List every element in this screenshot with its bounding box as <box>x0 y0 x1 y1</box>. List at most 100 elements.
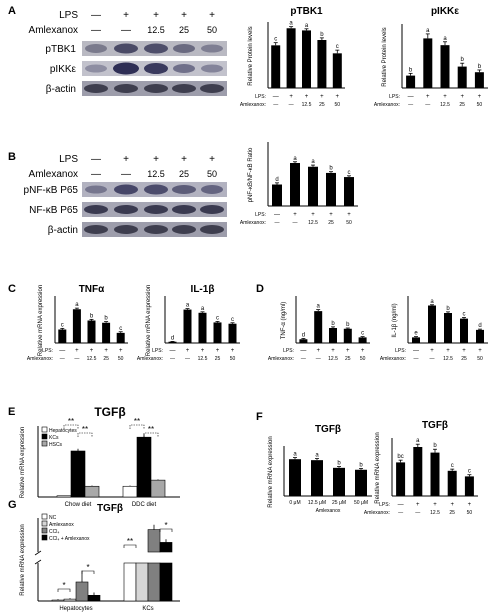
B1-bar <box>326 172 336 206</box>
blot-a-band <box>84 84 108 93</box>
A1-lps-value: — <box>273 94 279 100</box>
blot-b-band <box>144 184 168 195</box>
panel-letter-g: G <box>8 499 17 511</box>
B1-amlexanox-value: 25 <box>328 220 334 226</box>
G-bar <box>147 529 161 553</box>
C1-lps-label: LPS: <box>42 348 53 354</box>
blot-b-band <box>172 205 196 214</box>
E-bar <box>136 436 152 498</box>
D2-bar <box>428 305 436 343</box>
C1-sig-letter: c <box>119 326 122 332</box>
C2-sig-letter: a <box>186 303 190 309</box>
C1-title: TNFα <box>79 284 105 295</box>
blot-a-band <box>114 84 138 93</box>
G-legend-label: NC <box>49 515 57 521</box>
G-title: TGFβ <box>97 503 123 514</box>
C1-amlexanox-value: — <box>60 356 65 362</box>
D1-bar <box>314 311 323 343</box>
B1-amlexanox-value: — <box>293 220 298 226</box>
D1-amlexanox-label: Amlexanox: <box>268 356 294 362</box>
E-category-label: Chow diet <box>65 502 92 508</box>
D2-sig-letter: d <box>478 323 481 329</box>
E-sig-marker: ** <box>82 425 88 434</box>
blot-a-amlexanox-label: Amlexanox <box>29 25 78 36</box>
A1-amlexanox-value: — <box>273 102 278 108</box>
E-bracket <box>63 424 79 429</box>
E-bracket <box>129 424 145 429</box>
G-bar <box>51 599 65 602</box>
blot-b-band <box>114 225 138 234</box>
A1-lps-label: LPS: <box>255 94 266 100</box>
C2-bar <box>198 312 207 343</box>
G-legend-swatch <box>41 534 48 541</box>
C1-lps-value: + <box>104 348 108 354</box>
G-axis-break <box>34 559 42 565</box>
F2-bar <box>430 452 440 496</box>
A2-amlexanox-label: Amlexanox: <box>374 102 400 108</box>
D2-lps-label: LPS: <box>395 348 406 354</box>
C1-bar <box>58 329 67 343</box>
D2-sig-letter: c <box>463 312 466 318</box>
A2-bar <box>406 75 416 88</box>
F2-lps-value: + <box>468 502 472 508</box>
A2-y-label: Relative Protein levels <box>382 27 388 86</box>
blot-a-band <box>85 44 107 53</box>
C2-bar <box>168 341 177 343</box>
G-legend-label: Amlexanox <box>49 522 74 528</box>
C2-title: IL-1β <box>191 284 215 295</box>
A2-amlexanox-value: 12.5 <box>440 102 450 108</box>
E-category-label: DDC diet <box>132 502 157 508</box>
A2-sig-letter: a <box>443 36 447 42</box>
D2-lps-value: — <box>413 348 419 354</box>
B1-sig-letter: a <box>311 159 315 165</box>
blot-a-lane-lps-2: + <box>123 10 129 21</box>
blot-a-band <box>113 62 139 75</box>
A2-lps-value: + <box>426 94 430 100</box>
blot-b-band <box>201 185 223 194</box>
D2-sig-letter: b <box>446 306 450 312</box>
D2-bar <box>460 318 468 343</box>
western-blot-a: LPS Amlexanox — + + + + — — 12.5 25 50 p… <box>29 10 227 96</box>
G-sig-marker: * <box>62 581 65 590</box>
blot-a-lane-aml-5: 50 <box>207 25 217 35</box>
C1-lps-value: — <box>59 348 65 354</box>
blot-b-band <box>144 205 168 214</box>
A2-lps-value: + <box>478 94 482 100</box>
D2-bar <box>412 337 420 343</box>
E-legend-swatch <box>41 426 48 433</box>
A2-amlexanox-value: — <box>408 102 413 108</box>
blot-b-band-label-1: pNF-κB P65 <box>24 185 79 196</box>
D1-sig-letter: d <box>302 333 305 339</box>
B1-sig-letter: a <box>293 156 297 162</box>
B1-amlexanox-value: 12.5 <box>308 220 318 226</box>
blot-b-lane-aml-5: 50 <box>207 169 217 179</box>
D2-bar <box>476 329 484 343</box>
A2-sig-letter: b <box>478 64 482 70</box>
E-y-label: Relative mRNA expression <box>20 427 26 498</box>
blot-b-lane-aml-1: — <box>91 169 101 180</box>
F1-tick-label: 50 μM <box>354 500 368 506</box>
blot-b-band <box>85 185 107 194</box>
A1-lps-value: + <box>336 94 340 100</box>
F2-lps-value: + <box>433 502 437 508</box>
E-sig-marker: ** <box>134 417 140 426</box>
C1-lps-value: + <box>75 348 79 354</box>
C2-amlexanox-label: Amlexanox: <box>137 356 163 362</box>
F2-lps-value: + <box>416 502 420 508</box>
G-bar <box>123 562 137 602</box>
D2-sig-letter: a <box>430 299 434 305</box>
D1-lps-value: + <box>346 348 350 354</box>
D1-y-label: TNF-α (ng/ml) <box>281 302 287 339</box>
A1-amlexanox-value: 50 <box>335 102 341 108</box>
C2-amlexanox-value: 12.5 <box>198 356 208 362</box>
C2-amlexanox-value: — <box>170 356 175 362</box>
D1-sig-letter: b <box>331 321 335 327</box>
B1-lps-label: LPS: <box>255 212 266 218</box>
D1-sig-letter: b <box>346 322 350 328</box>
blot-a-band-label-1: pTBK1 <box>45 44 76 55</box>
E-bar <box>122 485 138 498</box>
D1-lps-value: + <box>361 348 365 354</box>
A1-lps-value: + <box>320 94 324 100</box>
D1-bar <box>299 339 308 343</box>
